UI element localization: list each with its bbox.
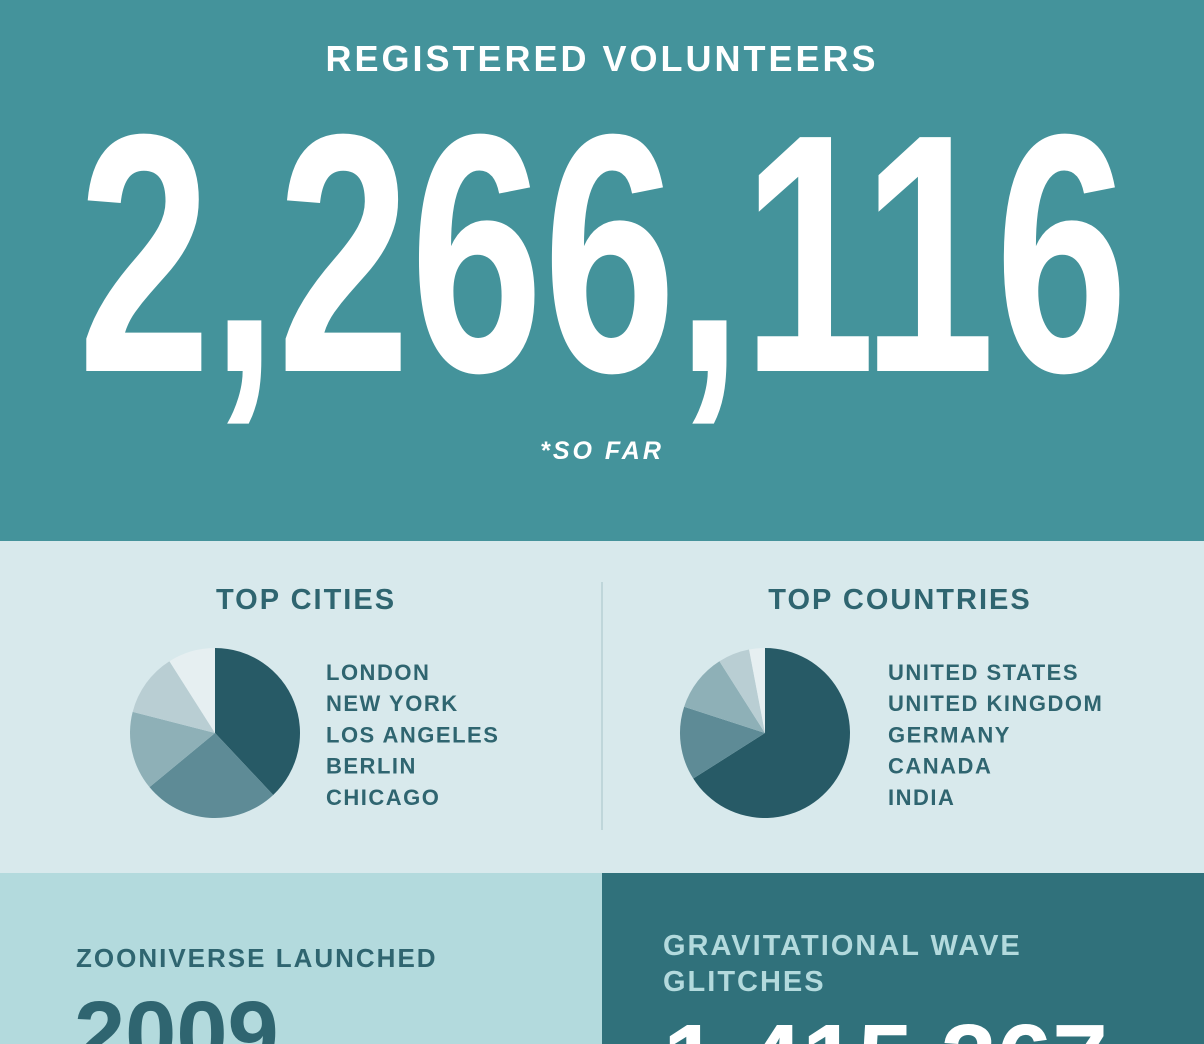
- legend-entry: LONDON: [326, 660, 430, 685]
- legend-entry: GERMANY: [888, 722, 1011, 747]
- legend-entry: NEW YORK: [326, 691, 459, 716]
- legend-entry: CANADA: [888, 754, 992, 779]
- legend-entry: CHICAGO: [326, 785, 440, 810]
- pie-slice: [684, 661, 765, 733]
- pie-slice: [719, 649, 765, 733]
- volunteer-count: 2,266,116: [78, 64, 1128, 444]
- pie-slice: [215, 648, 301, 795]
- launch-panel: [0, 873, 602, 1044]
- legend-entry: UNITED KINGDOM: [888, 691, 1103, 716]
- legend-entry: BERLIN: [326, 754, 417, 779]
- pie-title: TOP CITIES: [216, 584, 396, 616]
- stat-label: GLITCHES: [663, 966, 826, 998]
- pie-slice: [130, 711, 215, 788]
- pie-slice: [149, 733, 274, 818]
- stat-label: ZOONIVERSE LAUNCHED: [76, 943, 438, 973]
- legend-entry: INDIA: [888, 785, 955, 810]
- note: *SO FAR: [540, 437, 664, 465]
- pie-slice: [749, 648, 765, 733]
- legend-entry: UNITED STATES: [888, 660, 1079, 685]
- legend-entry: LOS ANGELES: [326, 722, 499, 747]
- glitch-panel: [602, 873, 1204, 1044]
- stat-label: GRAVITATIONAL WAVE: [663, 930, 1022, 962]
- pie-title: TOP COUNTRIES: [768, 584, 1031, 616]
- stat-value: 1,415,367: [663, 1004, 1108, 1044]
- pie-slice: [169, 648, 215, 733]
- title: REGISTERED VOLUNTEERS: [325, 38, 878, 79]
- pie-slice: [679, 706, 765, 779]
- pie-slice: [132, 661, 215, 733]
- pie-slice: [693, 648, 850, 818]
- volunteers-panel: [0, 0, 1204, 541]
- stat-value: 2009: [74, 983, 279, 1044]
